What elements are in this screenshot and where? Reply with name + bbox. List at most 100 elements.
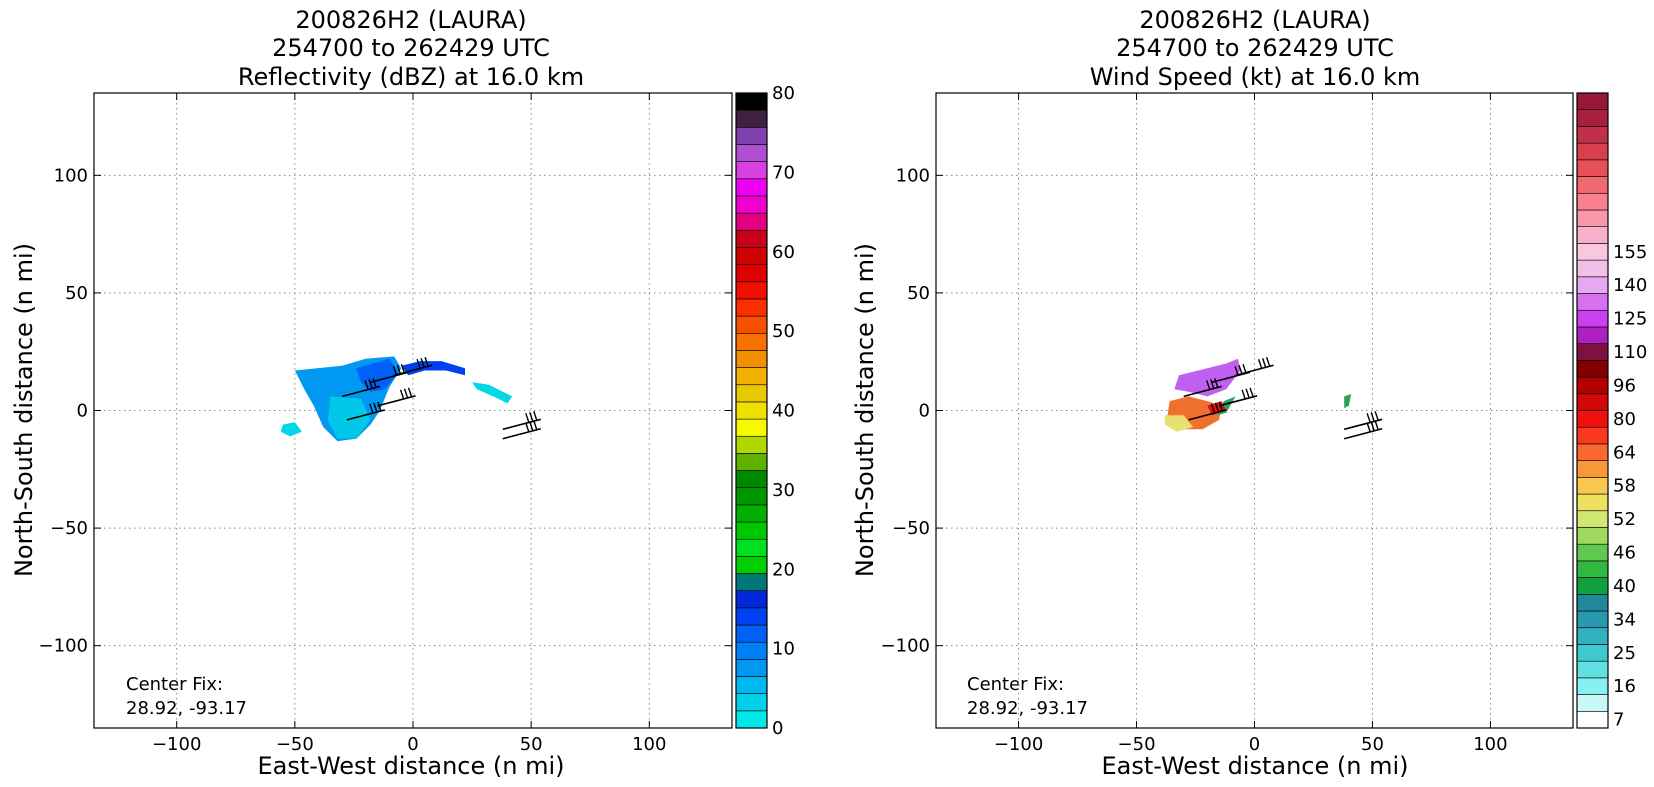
colorbar-swatch <box>735 710 768 729</box>
y-tick-label: −100 <box>881 636 930 657</box>
colorbar: 7 16 25 34 40 46 52 58 64 80 96 110 125 140 155 <box>1576 92 1647 731</box>
colorbar-swatch <box>735 367 768 386</box>
wind-barb-tick <box>529 421 534 431</box>
colorbar: 0 10 20 30 40 50 60 70 80 <box>735 83 795 739</box>
colorbar-swatch <box>1576 159 1609 177</box>
center-fix-label: Center Fix: <box>967 674 1064 695</box>
colorbar-tick-label: 80 <box>772 83 795 104</box>
center-fix-value: 28.92, -93.17 <box>967 698 1088 719</box>
colorbar-swatch <box>1576 209 1609 227</box>
center-fix-label: Center Fix: <box>126 674 223 695</box>
wind-barb-tick <box>1366 413 1371 423</box>
colorbar-swatch <box>1576 176 1609 194</box>
y-axis-label: North-South distance (n mi) <box>851 243 879 577</box>
colorbar-swatch <box>735 556 768 574</box>
colorbar-swatch <box>1576 510 1609 528</box>
wind-barb <box>1183 385 1222 398</box>
y-tick-label: 0 <box>919 401 930 422</box>
colorbar-swatch <box>735 384 768 403</box>
wind-barb-tick <box>364 380 369 390</box>
wind-barb-tick <box>525 422 530 432</box>
colorbar-swatch <box>735 144 768 162</box>
x-tick-label: 50 <box>1361 734 1384 755</box>
colorbar-frame <box>1576 92 1609 729</box>
colorbar-swatch <box>1576 259 1609 278</box>
colorbar-tick-label: 50 <box>772 321 795 342</box>
colorbar-swatch <box>735 487 768 506</box>
wind-barb <box>393 364 433 376</box>
x-tick-label: −50 <box>1118 734 1156 755</box>
colorbar-swatch <box>1576 443 1609 461</box>
colorbar-tick-label: 16 <box>1613 676 1636 697</box>
colorbar-tick-label: 155 <box>1613 242 1647 263</box>
colorbar-swatch <box>735 538 768 557</box>
colorbar-swatch <box>1576 660 1609 679</box>
y-tick-label: −50 <box>892 518 930 539</box>
wind-barb-tick <box>1257 359 1263 369</box>
wind-barb-tick <box>1214 378 1219 388</box>
colorbar-swatch <box>735 195 768 214</box>
x-tick-label: 100 <box>632 734 666 755</box>
colorbar-swatch <box>735 470 768 489</box>
colorbar-tick-label: 58 <box>1613 476 1636 497</box>
center-fix-value: 28.92, -93.17 <box>126 698 247 719</box>
colorbar-tick-label: 40 <box>772 401 795 422</box>
colorbar-swatch <box>1576 560 1609 578</box>
x-tick-label: 0 <box>1249 734 1260 755</box>
colorbar-swatch <box>1576 710 1609 729</box>
x-tick-label: 50 <box>520 734 543 755</box>
wind-barb-tick <box>1210 379 1215 389</box>
wind-barb <box>1211 371 1251 384</box>
wind-barb-tick <box>1214 402 1220 413</box>
colorbar-swatch <box>1576 343 1609 361</box>
wind-barb <box>370 371 409 384</box>
wind-barb-tick <box>403 388 409 399</box>
colorbar-swatch <box>1576 309 1609 328</box>
colorbar-swatch <box>735 401 768 420</box>
colorbar-swatch <box>1576 543 1609 562</box>
wind-barb <box>1235 364 1274 376</box>
wind-barb <box>346 409 386 421</box>
colorbar-swatch <box>735 521 768 540</box>
y-tick-label: 100 <box>896 165 930 186</box>
wind-barb-tick <box>1245 388 1250 399</box>
colorbar-swatch <box>735 676 768 694</box>
wind-barb-tick <box>372 378 377 388</box>
colorbar-swatch <box>735 92 768 111</box>
wind-barb-tick <box>1218 401 1224 412</box>
colorbar-swatch <box>735 127 768 145</box>
colorbar-tick-label: 40 <box>1613 576 1636 597</box>
wind-barb-tick <box>1210 403 1216 414</box>
colorbar-swatch <box>1576 243 1609 261</box>
panel-title-line-1: 200826H2 (LAURA) <box>295 6 526 34</box>
colorbar-swatch <box>735 453 768 471</box>
wind-barb-tick <box>533 411 538 421</box>
wind-barb <box>1218 395 1258 407</box>
colorbar-swatch <box>735 281 768 300</box>
wind-barb-tick <box>399 389 405 400</box>
colorbar-tick-label: 25 <box>1613 643 1636 664</box>
x-tick-label: 0 <box>407 734 418 755</box>
colorbar-swatch <box>735 641 768 660</box>
colorbar-swatch <box>1576 493 1609 512</box>
panel-title-line-2: 254700 to 262429 UTC <box>1116 34 1394 62</box>
colorbar-swatch <box>1576 610 1609 629</box>
colorbar-swatch <box>1576 627 1609 645</box>
wind-barb-tick <box>1374 411 1379 421</box>
wind-barb-tick <box>1370 421 1375 431</box>
y-tick-label: 50 <box>65 283 88 304</box>
colorbar-swatch <box>735 332 768 351</box>
y-axis-label: North-South distance (n mi) <box>10 243 38 577</box>
wind-barb-tick <box>400 364 406 374</box>
colorbar-swatch <box>1576 577 1609 595</box>
wind-barb-tick <box>392 366 398 376</box>
wind-barb-tick <box>1261 358 1267 368</box>
colorbar-swatch <box>1576 410 1609 428</box>
wind-barb-tick <box>369 403 374 414</box>
panel-title-line-2: 254700 to 262429 UTC <box>272 34 550 62</box>
colorbar-swatch <box>1576 360 1609 378</box>
colorbar-swatch <box>1576 376 1609 395</box>
colorbar-tick-label: 64 <box>1613 442 1636 463</box>
colorbar-swatch <box>735 161 768 180</box>
